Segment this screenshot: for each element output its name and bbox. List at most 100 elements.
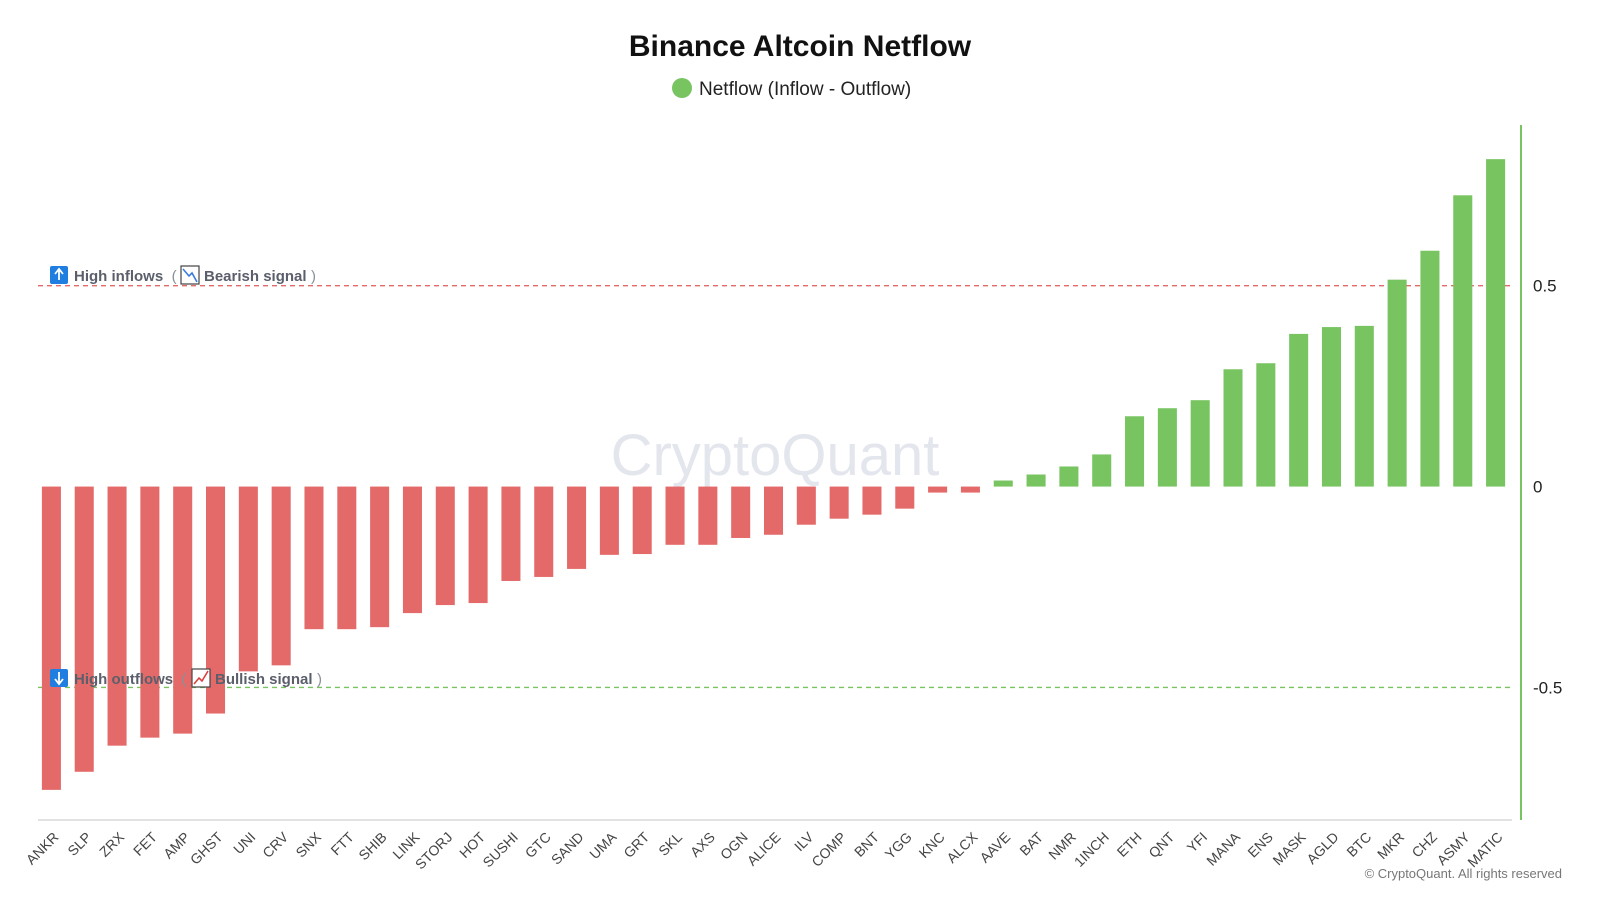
- category-label-knc: KNC: [916, 829, 948, 861]
- copyright-notice: © CryptoQuant. All rights reserved: [1365, 866, 1562, 881]
- bar-bnt[interactable]: [862, 486, 882, 515]
- high-outflows-annotation: High outflows ( Bullish signal ): [50, 668, 322, 688]
- category-label-1inch: 1INCH: [1071, 829, 1112, 870]
- y-axis-ticks: 0.5 0 -0.5: [1533, 277, 1562, 698]
- category-label-uma: UMA: [586, 828, 620, 862]
- bar-link[interactable]: [402, 486, 422, 614]
- bar-yfi[interactable]: [1190, 400, 1210, 487]
- bar-grt[interactable]: [632, 486, 652, 555]
- category-label-fet: FET: [130, 828, 160, 858]
- bar-sand[interactable]: [567, 486, 587, 569]
- bar-slp[interactable]: [74, 486, 94, 772]
- bearish-signal-label: Bearish signal: [204, 268, 307, 285]
- bar-asmy[interactable]: [1453, 195, 1473, 487]
- bar-aave[interactable]: [993, 480, 1013, 487]
- category-label-axs: AXS: [687, 829, 718, 860]
- bar-ens[interactable]: [1256, 363, 1276, 487]
- bar-shib[interactable]: [370, 486, 390, 628]
- category-label-zrx: ZRX: [96, 828, 128, 860]
- bar-hot[interactable]: [468, 486, 488, 604]
- bar-ygg[interactable]: [895, 486, 915, 509]
- bar-ftt[interactable]: [337, 486, 357, 630]
- svg-text:High outflows (: High outflows (: [74, 671, 187, 688]
- y-tick-label: 0.5: [1533, 277, 1557, 296]
- category-label-alcx: ALCX: [943, 828, 981, 866]
- bar-zrx[interactable]: [107, 486, 127, 746]
- chart-decreasing-glyph: [182, 268, 198, 283]
- bar-mkr[interactable]: [1387, 279, 1407, 487]
- bar-agld[interactable]: [1321, 327, 1341, 487]
- svg-text:High inflows (: High inflows (: [74, 268, 177, 285]
- category-label-agld: AGLD: [1303, 829, 1341, 867]
- reference-lines: [38, 285, 1512, 689]
- bar-fet[interactable]: [140, 486, 160, 738]
- category-label-sushi: SUSHI: [479, 829, 521, 871]
- chart-title: Binance Altcoin Netflow: [629, 30, 972, 63]
- bar-1inch[interactable]: [1092, 454, 1112, 487]
- high-inflows-label: High inflows: [74, 268, 163, 285]
- category-label-btc: BTC: [1343, 829, 1374, 860]
- bar-axs[interactable]: [698, 486, 718, 545]
- bars: [41, 159, 1506, 790]
- bar-storj[interactable]: [435, 486, 455, 606]
- category-label-snx: SNX: [292, 828, 324, 860]
- category-label-eth: ETH: [1114, 829, 1145, 860]
- bar-mask[interactable]: [1289, 333, 1309, 487]
- category-label-storj: STORJ: [412, 829, 456, 873]
- bar-skl[interactable]: [665, 486, 685, 545]
- bar-btc[interactable]: [1354, 325, 1374, 487]
- category-label-mana: MANA: [1203, 828, 1243, 868]
- y-tick-label: -0.5: [1533, 678, 1562, 697]
- bar-qnt[interactable]: [1157, 408, 1177, 487]
- bar-sushi[interactable]: [501, 486, 521, 581]
- category-label-mask: MASK: [1269, 828, 1309, 868]
- category-label-shib: SHIB: [355, 829, 389, 863]
- category-label-slp: SLP: [64, 829, 94, 859]
- bar-crv[interactable]: [271, 486, 291, 666]
- bar-matic[interactable]: [1486, 159, 1506, 487]
- bar-nmr[interactable]: [1059, 466, 1079, 487]
- bar-amp[interactable]: [173, 486, 193, 734]
- bar-snx[interactable]: [304, 486, 324, 630]
- category-label-ygg: YGG: [882, 829, 915, 862]
- category-label-yfi: YFI: [1184, 829, 1211, 856]
- watermark: CryptoQuant: [611, 423, 940, 488]
- bar-alice[interactable]: [763, 486, 784, 535]
- category-label-mkr: MKR: [1374, 829, 1407, 862]
- category-label-uni: UNI: [230, 829, 258, 857]
- category-label-bat: BAT: [1016, 829, 1046, 859]
- bar-eth[interactable]: [1125, 416, 1145, 487]
- category-label-alice: ALICE: [744, 829, 784, 869]
- bar-chz[interactable]: [1420, 250, 1440, 487]
- legend-marker: [672, 78, 692, 98]
- bar-knc[interactable]: [928, 486, 948, 493]
- category-label-ankr: ANKR: [23, 829, 62, 868]
- up-arrow-glyph: [54, 267, 64, 280]
- bar-alcx[interactable]: [960, 486, 980, 493]
- category-label-matic: MATIC: [1464, 829, 1505, 870]
- paren-open: (: [182, 671, 187, 688]
- bar-gtc[interactable]: [534, 486, 554, 577]
- legend[interactable]: Netflow (Inflow - Outflow): [672, 78, 911, 100]
- category-label-aave: AAVE: [976, 829, 1013, 866]
- svg-text:Bearish signal ): Bearish signal ): [204, 268, 316, 285]
- bullish-signal-label: Bullish signal: [215, 671, 313, 688]
- high-inflows-annotation: High inflows ( Bearish signal ): [50, 265, 316, 285]
- bar-ogn[interactable]: [731, 486, 751, 538]
- bar-uni[interactable]: [238, 486, 258, 672]
- bar-ilv[interactable]: [796, 486, 816, 525]
- legend-label: Netflow (Inflow - Outflow): [699, 79, 911, 100]
- category-label-crv: CRV: [259, 828, 292, 861]
- bar-mana[interactable]: [1223, 369, 1243, 487]
- bar-uma[interactable]: [599, 486, 619, 555]
- bar-ghst[interactable]: [206, 486, 226, 714]
- category-label-bnt: BNT: [851, 828, 882, 859]
- bar-comp[interactable]: [829, 486, 849, 519]
- y-tick-label: 0: [1533, 478, 1542, 497]
- category-label-sand: SAND: [548, 829, 587, 868]
- paren-close: ): [311, 268, 316, 285]
- bar-bat[interactable]: [1026, 474, 1046, 487]
- bar-ankr[interactable]: [41, 486, 61, 790]
